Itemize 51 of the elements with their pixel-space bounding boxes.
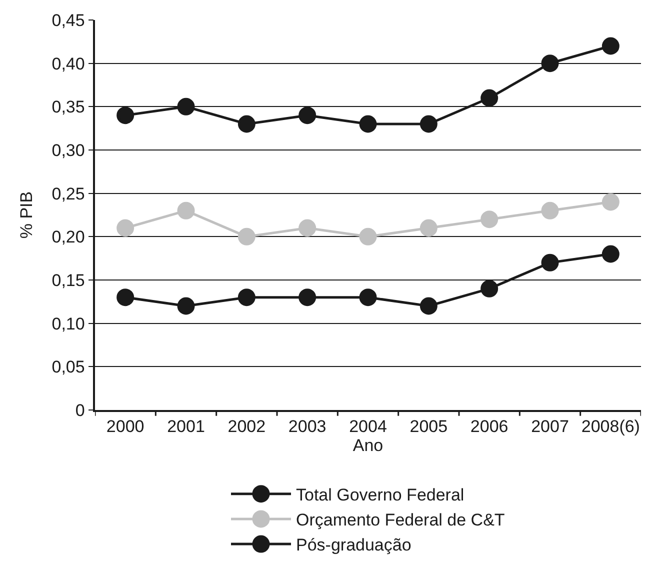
y-tick-label: 0 (75, 400, 85, 420)
x-axis-title: Ano (352, 436, 384, 456)
point (298, 288, 316, 306)
legend-label: Orçamento Federal de C&T (296, 510, 505, 530)
point (541, 54, 559, 72)
point (298, 219, 316, 237)
x-tick-label: 2006 (470, 417, 508, 436)
x-tick-label: 2007 (531, 417, 569, 436)
y-tick-label: 0,40 (52, 54, 85, 74)
point (480, 89, 498, 107)
y-tick-label: 0,10 (52, 314, 85, 334)
point (298, 106, 316, 124)
point (541, 254, 559, 272)
y-tick-label: 0,20 (52, 228, 85, 247)
point (420, 297, 438, 315)
point (420, 219, 438, 237)
y-tick-label: 0,15 (52, 270, 85, 290)
legend-label: Total Governo Federal (296, 485, 464, 504)
point (480, 280, 498, 298)
x-tick-label: 2005 (410, 417, 448, 436)
x-tick-label: 2003 (288, 417, 326, 436)
x-tick-label: 2002 (228, 417, 266, 436)
legend-label: Pós-graduação (296, 536, 412, 555)
point (602, 37, 620, 55)
x-tick-label: 2004 (349, 417, 387, 436)
point (420, 115, 438, 133)
point (116, 106, 134, 124)
y-tick-label: 0,30 (52, 140, 85, 160)
y-tick-label: 0,35 (52, 98, 85, 117)
y-tick-label: 0,05 (52, 358, 85, 377)
point (359, 288, 377, 306)
y-tick-label: 0,25 (52, 184, 85, 204)
point (116, 219, 134, 237)
x-tick-label: 2008(6) (581, 417, 640, 436)
point (359, 228, 377, 246)
point (116, 288, 134, 306)
point (359, 115, 377, 133)
x-tick-label: 2000 (106, 417, 144, 436)
point (238, 228, 256, 246)
point (238, 288, 256, 306)
point (238, 115, 256, 133)
point (480, 210, 498, 228)
point (177, 297, 195, 315)
point (541, 202, 559, 220)
y-tick-label: 0,45 (52, 10, 85, 30)
x-tick-label: 2001 (167, 417, 205, 436)
point (177, 98, 195, 116)
point (602, 193, 620, 211)
point (602, 245, 620, 263)
point (177, 202, 195, 220)
y-axis-title: % PIB (16, 191, 36, 239)
